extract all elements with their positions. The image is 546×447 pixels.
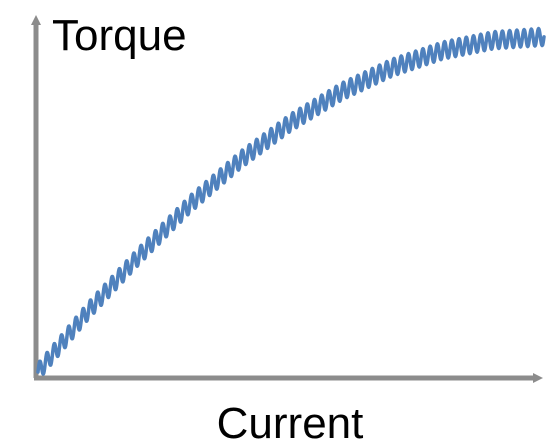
y-axis-title: Torque bbox=[52, 11, 187, 60]
x-axis-title: Current bbox=[217, 399, 364, 447]
series-line bbox=[36, 26, 546, 376]
